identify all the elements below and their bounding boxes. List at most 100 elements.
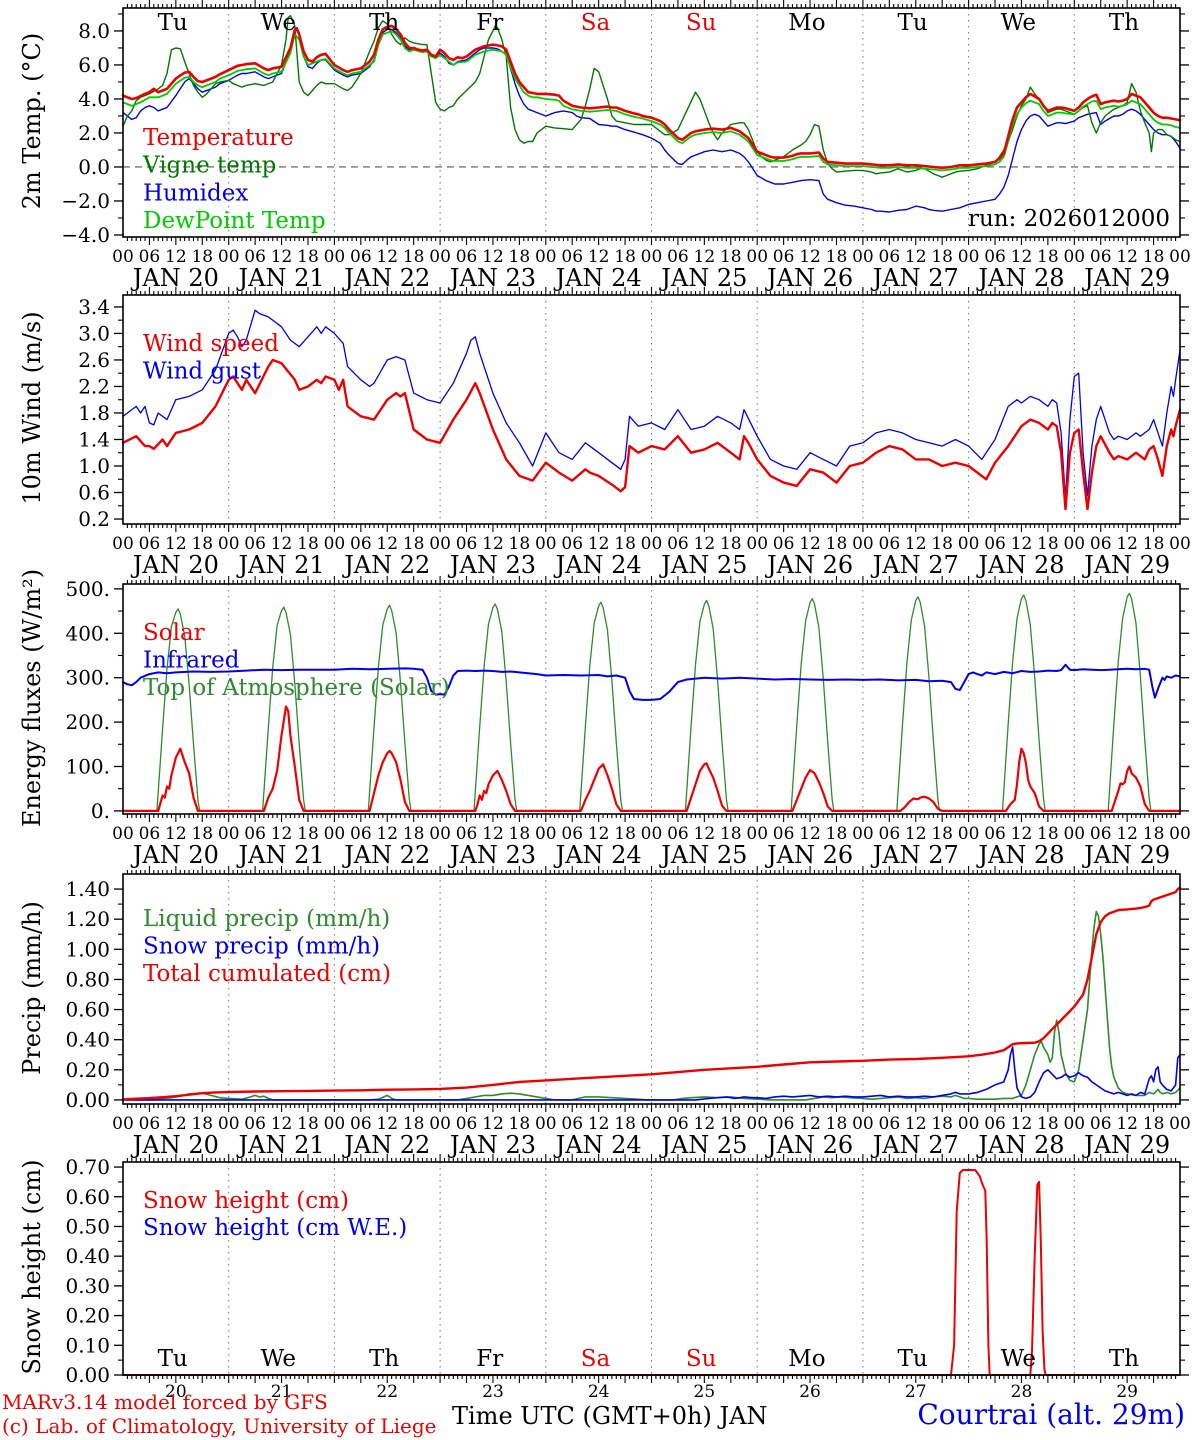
hour-label: 18 <box>720 1114 742 1134</box>
hour-label: 06 <box>879 1114 901 1134</box>
legend-wind10m-1: Wind gust <box>143 359 262 385</box>
model-credit-line: MARv3.14 model forced by GFS <box>2 1390 328 1414</box>
x-axis-title: Time UTC (GMT+0h) JAN <box>452 1402 768 1430</box>
y-tick-label: −4.0 <box>61 223 110 247</box>
y-tick-label: 400. <box>65 621 110 645</box>
hour-label: 00 <box>852 824 874 844</box>
hour-label: 18 <box>403 1114 425 1134</box>
series-total_cumulated <box>121 886 1182 1101</box>
series-dewpoint <box>122 30 1181 172</box>
y-tick-label: 1.20 <box>65 907 110 931</box>
date-label: JAN 24 <box>553 264 642 292</box>
date-label: JAN 29 <box>1081 551 1170 579</box>
date-label: JAN 25 <box>658 1131 747 1159</box>
hour-label: 12 <box>482 534 504 554</box>
hour-label: 18 <box>1037 824 1059 844</box>
hour-label: 00 <box>1169 247 1191 267</box>
day-name-label: We <box>1001 1346 1036 1372</box>
hour-label: 12 <box>694 534 716 554</box>
hour-label: 18 <box>1143 1114 1165 1134</box>
hour-label: 18 <box>614 1114 636 1134</box>
day-name-label: Tu <box>898 1346 928 1372</box>
legend-snow-0: Snow height (cm) <box>143 1188 349 1214</box>
day-name-label: Mo <box>788 1346 825 1372</box>
y-tick-label: 4.0 <box>78 87 110 111</box>
y-tick-label: 0.0 <box>78 155 110 179</box>
date-label: JAN 24 <box>553 841 642 869</box>
y-tick-label: 3.0 <box>78 321 110 345</box>
hour-label: 00 <box>746 534 768 554</box>
day-name-label: Sa <box>581 10 611 36</box>
hour-label: 12 <box>271 824 293 844</box>
hour-label: 18 <box>826 1114 848 1134</box>
hour-label: 00 <box>324 247 346 267</box>
legend-precip-0: Liquid precip (mm/h) <box>143 906 390 932</box>
legend-temp2m-2: Humidex <box>143 180 248 206</box>
hour-label: 00 <box>641 247 663 267</box>
date-label: JAN 22 <box>341 1131 430 1159</box>
snow-axis-number: 25 <box>694 1382 716 1402</box>
y-tick-label: 0.30 <box>65 1274 110 1298</box>
hour-label: 12 <box>799 1114 821 1134</box>
y-tick-label: 2.0 <box>78 121 110 145</box>
hour-label: 00 <box>429 247 451 267</box>
day-name-label: Tu <box>158 10 188 36</box>
day-name-label: Su <box>686 10 717 36</box>
day-name-label: Mo <box>788 10 825 36</box>
hour-label: 00 <box>1169 534 1191 554</box>
panel-frame-precip <box>122 873 1181 1105</box>
hour-label: 06 <box>139 1114 161 1134</box>
hour-label: 06 <box>773 534 795 554</box>
hour-label: 00 <box>958 824 980 844</box>
y-tick-label: 0. <box>91 799 110 823</box>
legend-temp2m-3: DewPoint Temp <box>143 208 326 234</box>
hour-label: 00 <box>535 534 557 554</box>
hour-label: 12 <box>1116 534 1138 554</box>
hour-label: 00 <box>112 824 134 844</box>
hour-label: 18 <box>191 824 213 844</box>
hour-label: 06 <box>984 1114 1006 1134</box>
hour-label: 06 <box>773 1114 795 1134</box>
y-tick-label: 1.40 <box>65 877 110 901</box>
y-tick-label: 0.60 <box>65 1185 110 1209</box>
hour-label: 12 <box>482 1114 504 1134</box>
date-label: JAN 22 <box>341 264 430 292</box>
series-toa_solar <box>122 592 1181 812</box>
day-name-label: We <box>261 1346 296 1372</box>
hour-label: 18 <box>614 534 636 554</box>
date-label: JAN 26 <box>764 551 853 579</box>
date-label: JAN 20 <box>130 264 219 292</box>
date-label: JAN 27 <box>870 841 959 869</box>
y-tick-label: 0.40 <box>65 1028 110 1052</box>
y-tick-label: 8.0 <box>78 19 110 43</box>
y-tick-label: 0.50 <box>65 1214 110 1238</box>
hour-label: 12 <box>905 824 927 844</box>
y-tick-label: 100. <box>65 754 110 778</box>
hour-label: 18 <box>826 824 848 844</box>
hour-label: 12 <box>1011 1114 1033 1134</box>
hour-label: 18 <box>509 1114 531 1134</box>
y-tick-label: 200. <box>65 710 110 734</box>
hour-label: 18 <box>931 1114 953 1134</box>
hour-label: 12 <box>694 824 716 844</box>
hour-label: 18 <box>191 247 213 267</box>
hour-label: 18 <box>297 247 319 267</box>
hour-label: 12 <box>1116 247 1138 267</box>
hour-label: 00 <box>852 247 874 267</box>
hour-label: 18 <box>1143 534 1165 554</box>
date-label: JAN 25 <box>658 841 747 869</box>
date-label: JAN 26 <box>764 264 853 292</box>
date-label: JAN 20 <box>130 1131 219 1159</box>
series-solar <box>121 705 1182 813</box>
hour-label: 12 <box>799 534 821 554</box>
y-tick-label: 0.80 <box>65 967 110 991</box>
hour-label: 18 <box>1037 1114 1059 1134</box>
hour-label: 00 <box>958 247 980 267</box>
date-label: JAN 24 <box>553 1131 642 1159</box>
hour-label: 12 <box>588 824 610 844</box>
legend-energy-0: Solar <box>143 620 205 646</box>
hour-label: 06 <box>139 534 161 554</box>
hour-label: 18 <box>509 534 531 554</box>
hour-label: 00 <box>112 1114 134 1134</box>
date-label: JAN 27 <box>870 1131 959 1159</box>
